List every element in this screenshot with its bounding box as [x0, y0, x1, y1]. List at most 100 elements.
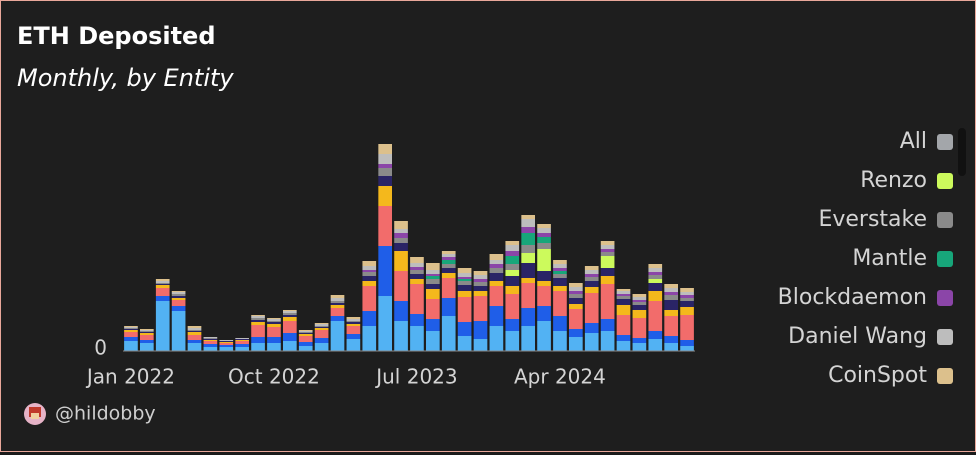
bar-segment [473, 271, 488, 275]
legend-label[interactable]: All [900, 129, 927, 154]
bar-segment [457, 281, 472, 285]
bar-segment [680, 295, 694, 298]
bar-segment [187, 340, 202, 343]
bar-segment [235, 340, 249, 341]
bar-segment [283, 313, 297, 315]
legend-scrollbar[interactable] [958, 128, 966, 176]
bar-segment [616, 291, 631, 294]
bar-segment [394, 271, 408, 301]
bar-segment [203, 339, 218, 340]
bar-segment [283, 315, 297, 317]
bar-segment [473, 296, 488, 321]
bar-segment [378, 206, 392, 246]
x-tick-label: Jul 2023 [374, 365, 457, 389]
bar-segment [441, 298, 456, 316]
bar-segment [124, 328, 138, 329]
legend-label[interactable]: CoinSpot [828, 363, 927, 388]
bar-segment [235, 347, 249, 351]
bar-segment [171, 294, 186, 296]
bar-segment [267, 324, 281, 327]
bar-segment [680, 307, 694, 315]
bar-segment [505, 270, 520, 276]
bar-segment [426, 263, 440, 270]
bar-segment [394, 233, 408, 238]
bar-segment [616, 294, 631, 296]
bar-segment [298, 336, 313, 342]
bar-segment [251, 315, 265, 316]
bar-segment [664, 288, 678, 292]
bar-segment [362, 272, 377, 276]
legend-swatch[interactable] [937, 368, 953, 384]
legend-swatch[interactable] [937, 251, 953, 267]
bar-segment [664, 336, 678, 343]
bar-segment [362, 266, 377, 270]
bar-segment [251, 320, 265, 322]
bar-segment [235, 344, 249, 347]
bar-segment [441, 260, 456, 264]
bar-segment [600, 256, 615, 268]
bar-segment [171, 296, 186, 298]
bar-segment [489, 268, 504, 273]
legend-swatch[interactable] [937, 134, 953, 150]
bar-segment [298, 330, 313, 331]
author[interactable]: @hildobby [55, 403, 156, 425]
bar-segment [203, 338, 218, 339]
bar-segment [219, 345, 234, 347]
legend-swatch[interactable] [937, 329, 953, 345]
bar-segment [584, 293, 599, 323]
bar-segment [521, 263, 535, 278]
bar-segment [346, 321, 361, 322]
bar-segment [505, 256, 520, 264]
bar-segment [219, 342, 234, 343]
bar-segment [521, 308, 535, 326]
bar-segment [219, 343, 234, 345]
bar-segment [314, 326, 329, 327]
bar-segment [378, 164, 392, 168]
bar-segment [346, 339, 361, 351]
bar-segment [441, 278, 456, 298]
bar-segment [378, 176, 392, 186]
bar-segment [505, 276, 520, 286]
bar-segment [441, 268, 456, 273]
legend-swatch[interactable] [937, 290, 953, 306]
bar-segment [616, 289, 631, 291]
bar-segment [505, 331, 520, 351]
legend-label[interactable]: Everstake [818, 207, 927, 232]
bar-segment [426, 319, 440, 331]
bar-segment [680, 346, 694, 351]
bar-segment [187, 331, 202, 332]
bar-segment [346, 317, 361, 319]
bar-segment [171, 306, 186, 311]
x-tick-label: Oct 2022 [228, 365, 320, 389]
bar-segment [489, 281, 504, 286]
bar-segment [441, 251, 456, 254]
bar-segment [124, 341, 138, 351]
bar-segment [155, 285, 170, 288]
bar-segment [441, 257, 456, 260]
legend-label[interactable]: Mantle [852, 246, 927, 271]
bar-segment [537, 271, 551, 281]
bar-segment [505, 241, 520, 245]
legend-swatch[interactable] [937, 212, 953, 228]
bar-segment [489, 273, 504, 281]
bar-segment [537, 243, 551, 249]
bar-segment [584, 287, 599, 293]
bar-segment [553, 286, 567, 291]
legend-label[interactable]: Blockdaemon [778, 285, 927, 310]
bar-segment [251, 337, 265, 343]
bar-segment [219, 341, 234, 342]
legend-label[interactable]: Daniel Wang [788, 324, 927, 349]
bar-segment [330, 316, 345, 321]
legend-swatch[interactable] [937, 173, 953, 189]
bar-segment [632, 294, 647, 297]
bar-segment [569, 304, 583, 309]
bar-segment [283, 311, 297, 313]
bar-segment [426, 284, 440, 289]
bar-segment [616, 299, 631, 305]
bar-segment [155, 283, 170, 284]
bar-segment [632, 302, 647, 305]
bar-segment [426, 279, 440, 284]
bar-segment [600, 268, 615, 276]
legend-label[interactable]: Renzo [860, 168, 927, 193]
